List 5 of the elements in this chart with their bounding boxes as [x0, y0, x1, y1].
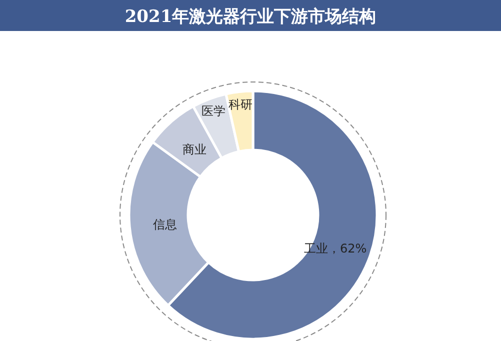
chart-title: 2021年激光器行业下游市场结构 — [124, 7, 376, 27]
slice-label: 商业 — [182, 142, 206, 157]
slice-label: 医学 — [201, 104, 226, 118]
slice-label: 信息 — [152, 217, 177, 232]
slice-label: 科研 — [228, 98, 253, 112]
